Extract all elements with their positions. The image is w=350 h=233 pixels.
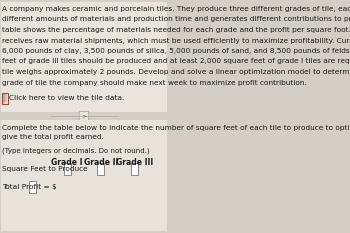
Text: feet of grade III tiles should be produced and at least 2,000 square feet of gra: feet of grade III tiles should be produc… <box>2 58 350 65</box>
Text: different amounts of materials and production time and generates different contr: different amounts of materials and produ… <box>2 17 350 23</box>
FancyBboxPatch shape <box>97 163 104 175</box>
FancyBboxPatch shape <box>64 163 71 175</box>
FancyBboxPatch shape <box>29 181 36 193</box>
FancyBboxPatch shape <box>2 93 8 103</box>
Text: Square Feet to Produce: Square Feet to Produce <box>2 166 88 172</box>
Text: Grade III: Grade III <box>116 158 153 167</box>
Text: (Type integers or decimals. Do not round.): (Type integers or decimals. Do not round… <box>2 147 150 154</box>
Text: tile weighs approximately 2 pounds. Develop and solve a linear optimization mode: tile weighs approximately 2 pounds. Deve… <box>2 69 350 75</box>
Text: Total Profit = $: Total Profit = $ <box>2 184 57 190</box>
Text: Complete the table below to indicate the number of square feet of each tile to p: Complete the table below to indicate the… <box>2 125 350 131</box>
FancyBboxPatch shape <box>1 120 167 231</box>
Text: give the total profit earned.: give the total profit earned. <box>2 134 104 140</box>
Text: >: > <box>81 113 86 119</box>
Text: Grade II: Grade II <box>84 158 118 167</box>
FancyBboxPatch shape <box>131 163 138 175</box>
Text: table shows the percentage of materials needed for each grade and the profit per: table shows the percentage of materials … <box>2 27 350 33</box>
Text: A company makes ceramic and porcelain tiles. They produce three different grades: A company makes ceramic and porcelain ti… <box>2 6 350 12</box>
FancyBboxPatch shape <box>79 112 89 120</box>
FancyBboxPatch shape <box>1 2 167 112</box>
Text: grade of tile the company should make next week to maximize profit contribution.: grade of tile the company should make ne… <box>2 79 307 86</box>
Text: Click here to view the tile data.: Click here to view the tile data. <box>9 95 124 101</box>
Text: receives raw material shipments, which must be used efficiently to maximize prof: receives raw material shipments, which m… <box>2 38 350 44</box>
Text: 6,000 pounds of clay, 3,500 pounds of silica, 5,000 pounds of sand, and 8,500 po: 6,000 pounds of clay, 3,500 pounds of si… <box>2 48 350 54</box>
Text: Grade I: Grade I <box>51 158 83 167</box>
